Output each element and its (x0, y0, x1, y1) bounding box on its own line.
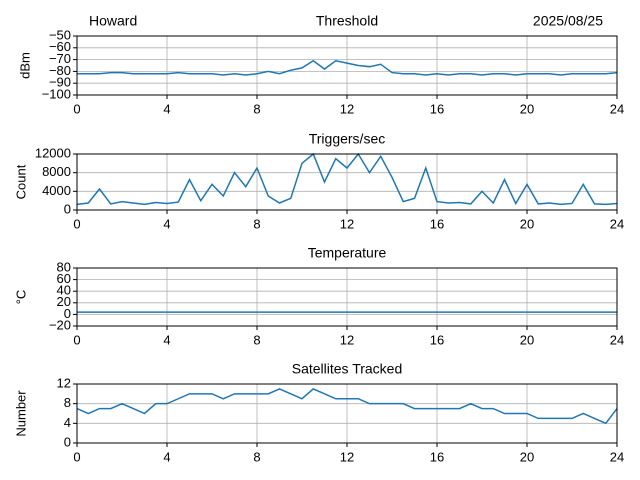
y-tick-label: 20 (57, 294, 71, 309)
y-tick-label: −20 (49, 317, 71, 332)
plot-frame (76, 267, 618, 327)
plot-frame (76, 383, 618, 444)
x-tick-label: 24 (610, 449, 624, 464)
y-tick-label: 4000 (42, 183, 71, 198)
x-tick-label: 20 (520, 216, 534, 231)
data-line (76, 152, 618, 206)
x-tick-label: 12 (340, 332, 354, 347)
y-tick-label: −60 (49, 39, 71, 54)
y-tick-label: 40 (57, 283, 71, 298)
y-tick-label: −50 (49, 27, 71, 42)
y-tick-label: −90 (49, 75, 71, 90)
subplot-title: Threshold (316, 13, 378, 29)
y-tick-label: 60 (57, 271, 71, 286)
y-tick-label: 4 (64, 415, 71, 430)
plot-frame (76, 35, 618, 96)
y-tick-label: 80 (57, 259, 71, 274)
y-tick-label: 0 (64, 306, 71, 321)
x-tick-label: 16 (430, 216, 444, 231)
data-line (76, 388, 618, 425)
x-tick-label: 20 (520, 101, 534, 116)
y-tick-label: 12 (57, 375, 71, 390)
subplot-title: Triggers/sec (309, 131, 386, 147)
x-tick-label: 24 (610, 332, 624, 347)
x-tick-label: 4 (163, 449, 170, 464)
x-tick-label: 0 (73, 216, 80, 231)
y-tick-label: 0 (64, 201, 71, 216)
x-tick-label: 0 (73, 101, 80, 116)
plot-frame (76, 153, 618, 211)
y-axis-label: Count (13, 164, 28, 199)
y-axis-label: °C (13, 290, 28, 305)
y-tick-label: −100 (42, 86, 71, 101)
y-tick-label: 8000 (42, 164, 71, 179)
x-tick-label: 16 (430, 449, 444, 464)
subplot-title: Satellites Tracked (292, 361, 403, 377)
location-label: Howard (89, 13, 137, 29)
x-tick-label: 16 (430, 101, 444, 116)
y-tick-label: 12000 (35, 145, 71, 160)
date-label: 2025/08/25 (533, 13, 603, 29)
x-tick-label: 0 (73, 332, 80, 347)
x-tick-label: 16 (430, 332, 444, 347)
y-tick-label: 8 (64, 395, 71, 410)
x-tick-label: 0 (73, 449, 80, 464)
y-tick-label: 0 (64, 434, 71, 449)
y-tick-label: −70 (49, 51, 71, 66)
x-tick-label: 24 (610, 101, 624, 116)
x-tick-label: 8 (253, 101, 260, 116)
x-tick-label: 8 (253, 332, 260, 347)
x-tick-label: 20 (520, 332, 534, 347)
subplot-title: Temperature (308, 245, 387, 261)
x-tick-label: 24 (610, 216, 624, 231)
x-tick-label: 4 (163, 216, 170, 231)
x-tick-label: 8 (253, 449, 260, 464)
x-tick-label: 4 (163, 101, 170, 116)
x-tick-label: 12 (340, 449, 354, 464)
y-axis-label: dBm (17, 52, 32, 79)
x-tick-label: 4 (163, 332, 170, 347)
x-tick-label: 12 (340, 101, 354, 116)
y-tick-label: −80 (49, 63, 71, 78)
x-tick-label: 12 (340, 216, 354, 231)
x-tick-label: 8 (253, 216, 260, 231)
x-tick-label: 20 (520, 449, 534, 464)
data-line (77, 59, 618, 76)
y-axis-label: Number (13, 390, 28, 437)
